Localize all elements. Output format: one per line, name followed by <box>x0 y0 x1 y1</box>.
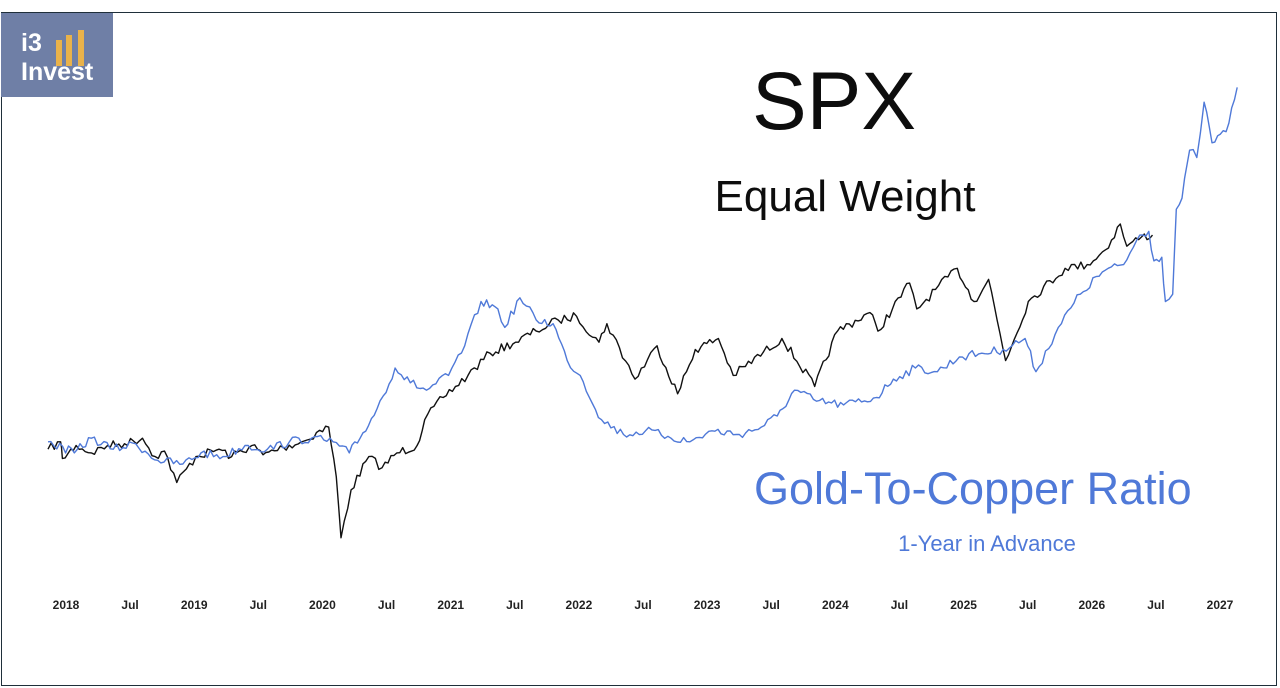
x-tick-label: 2018 <box>53 598 80 612</box>
x-tick-label: Jul <box>891 598 908 612</box>
logo-bar-2 <box>66 35 72 66</box>
logo: i3 Invest <box>1 13 113 97</box>
x-tick-label: 2023 <box>694 598 721 612</box>
chart-subtitle: Equal Weight <box>714 172 976 221</box>
x-tick-label: 2020 <box>309 598 336 612</box>
chart-title: SPX <box>751 56 917 147</box>
x-tick-label: Jul <box>250 598 267 612</box>
logo-bar-1 <box>56 40 62 66</box>
x-tick-label: Jul <box>1019 598 1036 612</box>
series-line-spx-equal-weight <box>47 223 1154 539</box>
x-tick-label: 2026 <box>1078 598 1105 612</box>
x-tick-label: 2027 <box>1207 598 1234 612</box>
x-tick-label: Jul <box>1147 598 1164 612</box>
x-tick-label: Jul <box>763 598 780 612</box>
x-tick-label: 2021 <box>437 598 464 612</box>
annotation-title: Gold-To-Copper Ratio <box>754 463 1192 514</box>
x-axis-ticks: 2018 Jul 2019 Jul 2020 Jul 2021 Jul 2022 Jul 2023 J… <box>53 598 1234 612</box>
x-tick-label: 2025 <box>950 598 977 612</box>
x-tick-label: Jul <box>378 598 395 612</box>
logo-text-line2: Invest <box>21 58 94 86</box>
annotation-subtitle: 1-Year in Advance <box>898 531 1076 556</box>
x-tick-label: Jul <box>634 598 651 612</box>
logo-text-line1: i3 <box>21 29 42 57</box>
x-tick-label: 2019 <box>181 598 208 612</box>
x-tick-label: Jul <box>121 598 138 612</box>
logo-bar-3 <box>78 30 84 66</box>
series-line-gold-to-copper-ratio <box>47 87 1238 465</box>
x-tick-label: 2024 <box>822 598 849 612</box>
x-tick-label: 2022 <box>566 598 593 612</box>
chart-lines <box>47 87 1238 539</box>
x-tick-label: Jul <box>506 598 523 612</box>
chart-frame <box>1 12 1277 686</box>
